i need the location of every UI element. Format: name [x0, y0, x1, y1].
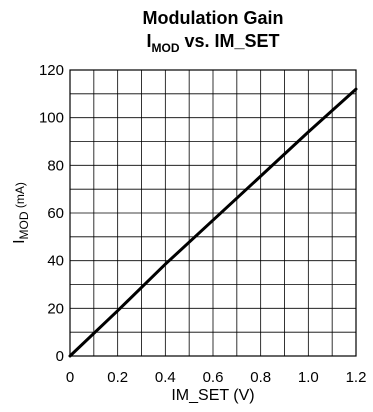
- x-tick-label: 0: [66, 369, 74, 386]
- y-tick-label: 20: [47, 300, 64, 317]
- y-tick-label: 40: [47, 253, 64, 270]
- y-label-sub: MOD: [17, 211, 31, 239]
- y-axis-label: IMOD (mA): [11, 182, 31, 244]
- series-line: [68, 87, 358, 358]
- subtitle-rest: vs. IM_SET: [179, 31, 279, 51]
- grid: [70, 70, 356, 356]
- y-label-main: I: [11, 239, 28, 243]
- x-tick-label: 1.2: [346, 369, 367, 386]
- y-tick-label: 60: [47, 205, 64, 222]
- x-tick-labels: 0 0.2 0.4 0.6 0.8 1.0 1.2: [66, 369, 367, 386]
- x-axis-label: IM_SET (V): [171, 387, 254, 404]
- x-tick-label: 0.8: [250, 369, 271, 386]
- y-tick-label: 80: [47, 157, 64, 174]
- y-label-rest: (mA): [13, 182, 27, 211]
- x-tick-label: 1.0: [298, 369, 319, 386]
- series-group: [68, 87, 358, 358]
- subtitle-sub: MOD: [151, 41, 179, 55]
- y-tick-label: 120: [39, 62, 64, 79]
- x-tick-label: 0.2: [107, 369, 128, 386]
- x-tick-label: 0.6: [203, 369, 224, 386]
- subtitle-main: I: [146, 31, 151, 51]
- y-tick-labels: 0 20 40 60 80 100 120: [39, 62, 64, 365]
- chart-subtitle: IMOD vs. IM_SET: [146, 31, 279, 55]
- y-tick-label: 0: [56, 348, 64, 365]
- chart-title: Modulation Gain: [143, 8, 284, 28]
- x-tick-label: 0.4: [155, 369, 176, 386]
- y-tick-label: 100: [39, 110, 64, 127]
- plot-frame: [69, 69, 357, 357]
